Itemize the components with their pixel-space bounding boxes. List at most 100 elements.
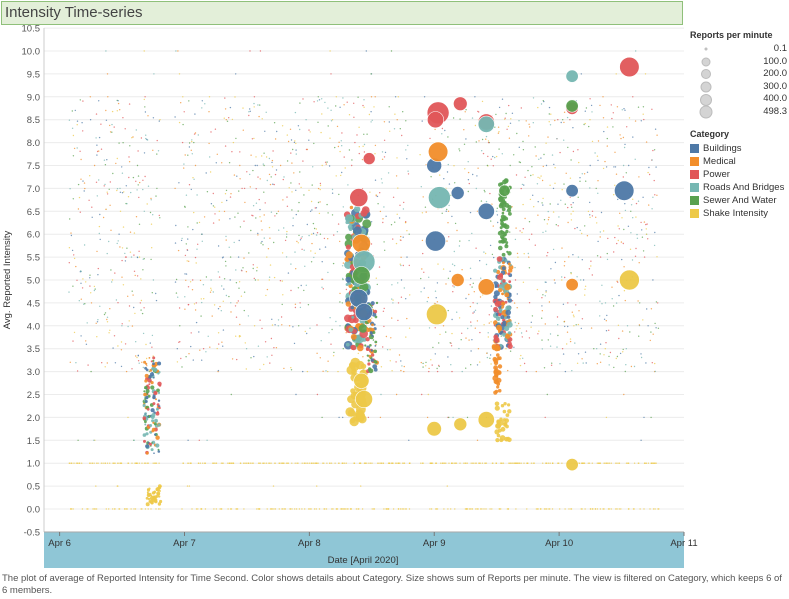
data-point[interactable]	[351, 233, 371, 253]
data-point[interactable]	[619, 56, 640, 78]
size-legend-item: 300.0	[690, 81, 789, 94]
data-point[interactable]	[426, 111, 444, 129]
data-point[interactable]	[477, 278, 495, 296]
cluster-apr6	[142, 356, 162, 455]
category-legend[interactable]: Buildings Medical Power Roads And Bridges Se…	[690, 142, 789, 220]
data-point[interactable]	[477, 202, 495, 220]
chart-caption: The plot of average of Reported Intensit…	[2, 573, 782, 596]
size-legend-circle	[701, 57, 711, 67]
size-legend-title: Reports per minute	[690, 30, 773, 40]
data-point[interactable]	[428, 141, 449, 162]
legend: Reports per minute 0.1 100.0 200.0 300.0 400…	[690, 30, 789, 220]
y-tick-label: 6.5	[27, 207, 40, 218]
size-legend-item: 400.0	[690, 93, 789, 106]
y-tick-label: 0.5	[27, 482, 40, 493]
category-swatch	[690, 208, 699, 218]
category-legend-item[interactable]: Roads And Bridges	[690, 181, 789, 194]
data-marks[interactable]	[349, 56, 640, 472]
data-point[interactable]	[565, 184, 579, 198]
x-tick-label: Apr 6	[48, 538, 71, 549]
size-legend-circle	[700, 81, 712, 93]
cluster-apr9-medical	[491, 344, 503, 395]
y-tick-label: 10.5	[22, 24, 41, 35]
category-legend-item[interactable]: Power	[690, 168, 789, 181]
y-tick-label: 4.5	[27, 298, 40, 309]
x-tick-label: Apr 10	[545, 538, 573, 549]
y-tick-label: 8.0	[27, 138, 40, 149]
data-point[interactable]	[565, 278, 579, 292]
scatter-plot[interactable]: -0.5 0.0 0.5 1.0 1.5 2.0 2.5 3.0 3.5 4.0 4.5 5.0 5.5…	[0, 0, 789, 572]
x-axis-band	[44, 532, 684, 568]
data-point[interactable]	[453, 417, 468, 432]
size-legend-circle	[704, 47, 708, 51]
category-legend-item[interactable]: Sewer And Water	[690, 194, 789, 207]
x-axis-label: Date [April 2020]	[328, 555, 399, 566]
x-axis: Apr 6 Apr 7 Apr 8 Apr 9 Apr 10 Apr 11 Date [Ap…	[44, 531, 698, 568]
category-swatch	[690, 195, 699, 205]
cluster-apr9-shake	[494, 401, 512, 443]
data-point[interactable]	[619, 269, 640, 291]
category-label: Medical	[703, 155, 736, 167]
data-point[interactable]	[355, 303, 373, 322]
category-swatch	[690, 143, 699, 153]
category-label: Shake Intensity	[703, 207, 768, 219]
data-point[interactable]	[450, 273, 465, 287]
data-point[interactable]	[614, 180, 635, 201]
y-tick-label: 1.5	[27, 436, 40, 447]
data-point[interactable]	[477, 115, 495, 133]
data-point[interactable]	[565, 69, 579, 83]
y-tick-label: 6.0	[27, 230, 40, 241]
category-legend-item[interactable]: Medical	[690, 155, 789, 168]
size-legend-circle	[701, 69, 711, 80]
data-point[interactable]	[477, 411, 495, 429]
category-swatch	[690, 156, 699, 166]
size-legend-label: 498.3	[763, 105, 787, 117]
y-axis-label: Avg. Reported Intensity	[2, 230, 13, 329]
category-label: Buildings	[703, 142, 742, 154]
cluster-apr6-shake	[145, 484, 163, 507]
size-legend-label: 300.0	[763, 80, 787, 92]
data-point[interactable]	[352, 266, 371, 285]
size-legend-item: 498.3	[690, 105, 789, 119]
category-legend-item[interactable]: Buildings	[690, 142, 789, 155]
data-point[interactable]	[450, 186, 465, 200]
category-swatch	[690, 182, 699, 192]
size-legend-item: 200.0	[690, 68, 789, 81]
data-point[interactable]	[498, 184, 511, 197]
chart-title-bar: Intensity Time-series	[1, 1, 683, 25]
y-tick-label: 0.0	[27, 505, 40, 516]
y-tick-label: 8.5	[27, 115, 40, 126]
data-point[interactable]	[353, 372, 370, 389]
y-tick-label: 2.5	[27, 390, 40, 401]
y-tick-label: 4.0	[27, 321, 40, 332]
category-swatch	[690, 169, 699, 179]
data-point[interactable]	[426, 421, 442, 437]
data-point[interactable]	[565, 458, 579, 472]
y-tick-label: -0.5	[24, 527, 40, 538]
data-point[interactable]	[428, 186, 451, 209]
category-label: Sewer And Water	[703, 194, 777, 206]
x-tick-label: Apr 7	[173, 538, 196, 549]
category-legend-title: Category	[690, 128, 730, 139]
chart-title: Intensity Time-series	[5, 4, 143, 21]
y-tick-label: 2.0	[27, 413, 40, 424]
data-point[interactable]	[425, 230, 446, 252]
y-tick-label: 7.5	[27, 161, 40, 172]
data-point[interactable]	[565, 99, 579, 113]
size-legend-label: 0.1	[773, 43, 787, 54]
y-tick-label: 3.0	[27, 367, 40, 378]
y-tick-label: 5.5	[27, 253, 40, 264]
data-point[interactable]	[453, 96, 468, 111]
category-label: Roads And Bridges	[703, 181, 785, 193]
data-point[interactable]	[355, 390, 373, 409]
y-tick-label: 9.5	[27, 69, 40, 80]
data-point[interactable]	[349, 188, 369, 208]
size-legend-circle	[699, 105, 713, 119]
x-tick-label: Apr 11	[670, 538, 697, 549]
data-point[interactable]	[362, 152, 376, 165]
data-point[interactable]	[426, 303, 448, 325]
x-tick-label: Apr 8	[298, 538, 321, 549]
size-legend-item: 0.1	[690, 43, 789, 56]
category-legend-item[interactable]: Shake Intensity	[690, 207, 789, 220]
x-tick-label: Apr 9	[423, 538, 446, 549]
